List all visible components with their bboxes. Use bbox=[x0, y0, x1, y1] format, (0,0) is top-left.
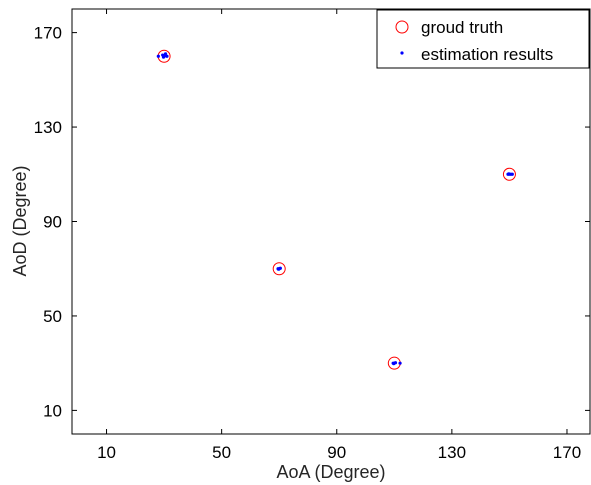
x-tick-label: 170 bbox=[553, 443, 581, 462]
legend-estimation-label: estimation results bbox=[421, 45, 553, 64]
x-tick-label: 50 bbox=[212, 443, 231, 462]
estimation-point bbox=[398, 361, 402, 365]
ground-truth-point bbox=[502, 167, 516, 181]
x-tick-label: 10 bbox=[97, 443, 116, 462]
estimation-point bbox=[156, 54, 160, 58]
x-tick-label: 130 bbox=[438, 443, 466, 462]
x-tick-label: 90 bbox=[327, 443, 346, 462]
y-tick-label: 170 bbox=[34, 24, 62, 43]
estimation-point bbox=[510, 172, 514, 176]
legend: groud truth estimation results bbox=[376, 9, 590, 69]
estimation-point bbox=[507, 172, 511, 176]
estimation-point bbox=[165, 54, 169, 58]
legend-box bbox=[376, 9, 590, 69]
legend-ground-truth-marker bbox=[395, 20, 409, 34]
estimation-point bbox=[161, 55, 166, 59]
y-axis-label: AoD (Degree) bbox=[10, 165, 30, 276]
estimation-point bbox=[392, 362, 396, 366]
y-tick-label: 90 bbox=[43, 213, 62, 232]
ground-truth-point bbox=[272, 262, 286, 276]
y-tick-label: 10 bbox=[43, 401, 62, 420]
estimation-point bbox=[163, 52, 168, 56]
axis-ticks: 10 50 90 130 170 10 50 90 130 170 bbox=[34, 9, 590, 462]
estimation-point bbox=[277, 267, 281, 271]
y-tick-label: 50 bbox=[43, 307, 62, 326]
plot-area bbox=[71, 8, 591, 435]
x-axis-label: AoA (Degree) bbox=[276, 462, 385, 482]
legend-estimation-marker bbox=[400, 51, 404, 55]
legend-ground-truth-label: groud truth bbox=[421, 18, 503, 37]
y-tick-label: 130 bbox=[34, 118, 62, 137]
data-points bbox=[156, 49, 516, 370]
